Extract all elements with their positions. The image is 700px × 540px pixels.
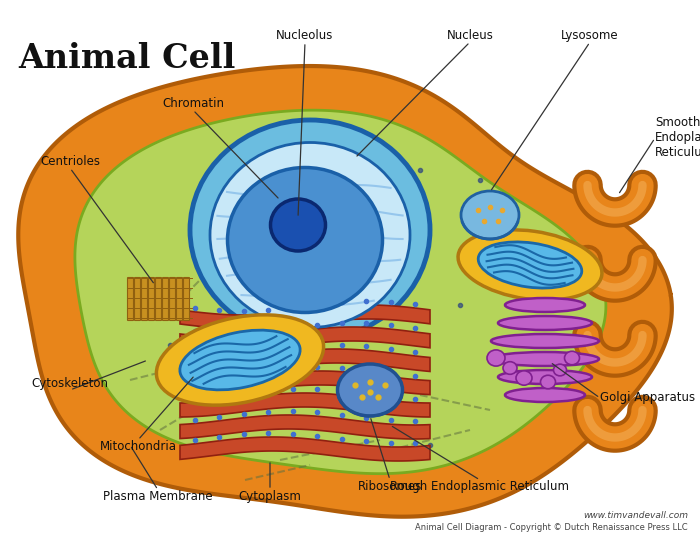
FancyBboxPatch shape [176, 278, 183, 321]
Text: Centrioles: Centrioles [40, 155, 100, 168]
Text: www.timvandevall.com: www.timvandevall.com [583, 511, 688, 520]
Ellipse shape [491, 352, 599, 366]
Polygon shape [18, 66, 672, 517]
Ellipse shape [461, 191, 519, 239]
Ellipse shape [498, 316, 592, 330]
Polygon shape [180, 415, 430, 439]
FancyBboxPatch shape [169, 278, 176, 321]
Ellipse shape [270, 199, 326, 251]
Ellipse shape [540, 375, 556, 389]
FancyBboxPatch shape [155, 278, 162, 321]
Ellipse shape [487, 350, 505, 366]
Text: Animal Cell Diagram - Copyright © Dutch Renaissance Press LLC: Animal Cell Diagram - Copyright © Dutch … [415, 523, 688, 532]
Ellipse shape [210, 143, 410, 327]
FancyBboxPatch shape [141, 278, 148, 321]
Ellipse shape [228, 167, 382, 313]
Ellipse shape [516, 371, 532, 385]
Polygon shape [180, 349, 430, 373]
Ellipse shape [503, 362, 517, 374]
Text: Plasma Membrane: Plasma Membrane [103, 490, 213, 503]
Polygon shape [180, 393, 430, 417]
FancyBboxPatch shape [148, 278, 155, 321]
Ellipse shape [180, 330, 300, 390]
Text: Golgi Apparatus: Golgi Apparatus [600, 392, 695, 404]
Ellipse shape [564, 351, 580, 364]
Ellipse shape [190, 120, 430, 340]
Text: Chromatin: Chromatin [162, 97, 224, 110]
Ellipse shape [498, 370, 592, 384]
Ellipse shape [478, 242, 582, 288]
Ellipse shape [505, 298, 585, 312]
Polygon shape [180, 371, 430, 395]
Text: Lysosome: Lysosome [561, 29, 619, 42]
FancyBboxPatch shape [127, 278, 134, 321]
Text: Nucleus: Nucleus [447, 29, 494, 42]
Text: Nucleolus: Nucleolus [276, 29, 334, 42]
Ellipse shape [505, 388, 585, 402]
Text: Rough Endoplasmic Reticulum: Rough Endoplasmic Reticulum [391, 480, 570, 493]
Text: Animal Cell: Animal Cell [18, 42, 235, 75]
Polygon shape [180, 327, 430, 351]
Text: Cytoplasm: Cytoplasm [239, 490, 302, 503]
Text: Cytoskeleton: Cytoskeleton [32, 377, 108, 390]
Polygon shape [75, 110, 606, 474]
FancyBboxPatch shape [134, 278, 141, 321]
Polygon shape [180, 305, 430, 329]
Ellipse shape [337, 364, 402, 416]
Text: Ribosomes: Ribosomes [358, 480, 422, 493]
FancyBboxPatch shape [183, 278, 190, 321]
Ellipse shape [554, 364, 566, 376]
Text: Mitochondria: Mitochondria [99, 440, 176, 453]
Ellipse shape [458, 230, 602, 300]
Ellipse shape [491, 334, 599, 348]
Text: Smooth
Endoplasmic
Reticulum: Smooth Endoplasmic Reticulum [655, 117, 700, 159]
Polygon shape [180, 437, 430, 461]
Ellipse shape [156, 315, 323, 405]
FancyBboxPatch shape [162, 278, 169, 321]
